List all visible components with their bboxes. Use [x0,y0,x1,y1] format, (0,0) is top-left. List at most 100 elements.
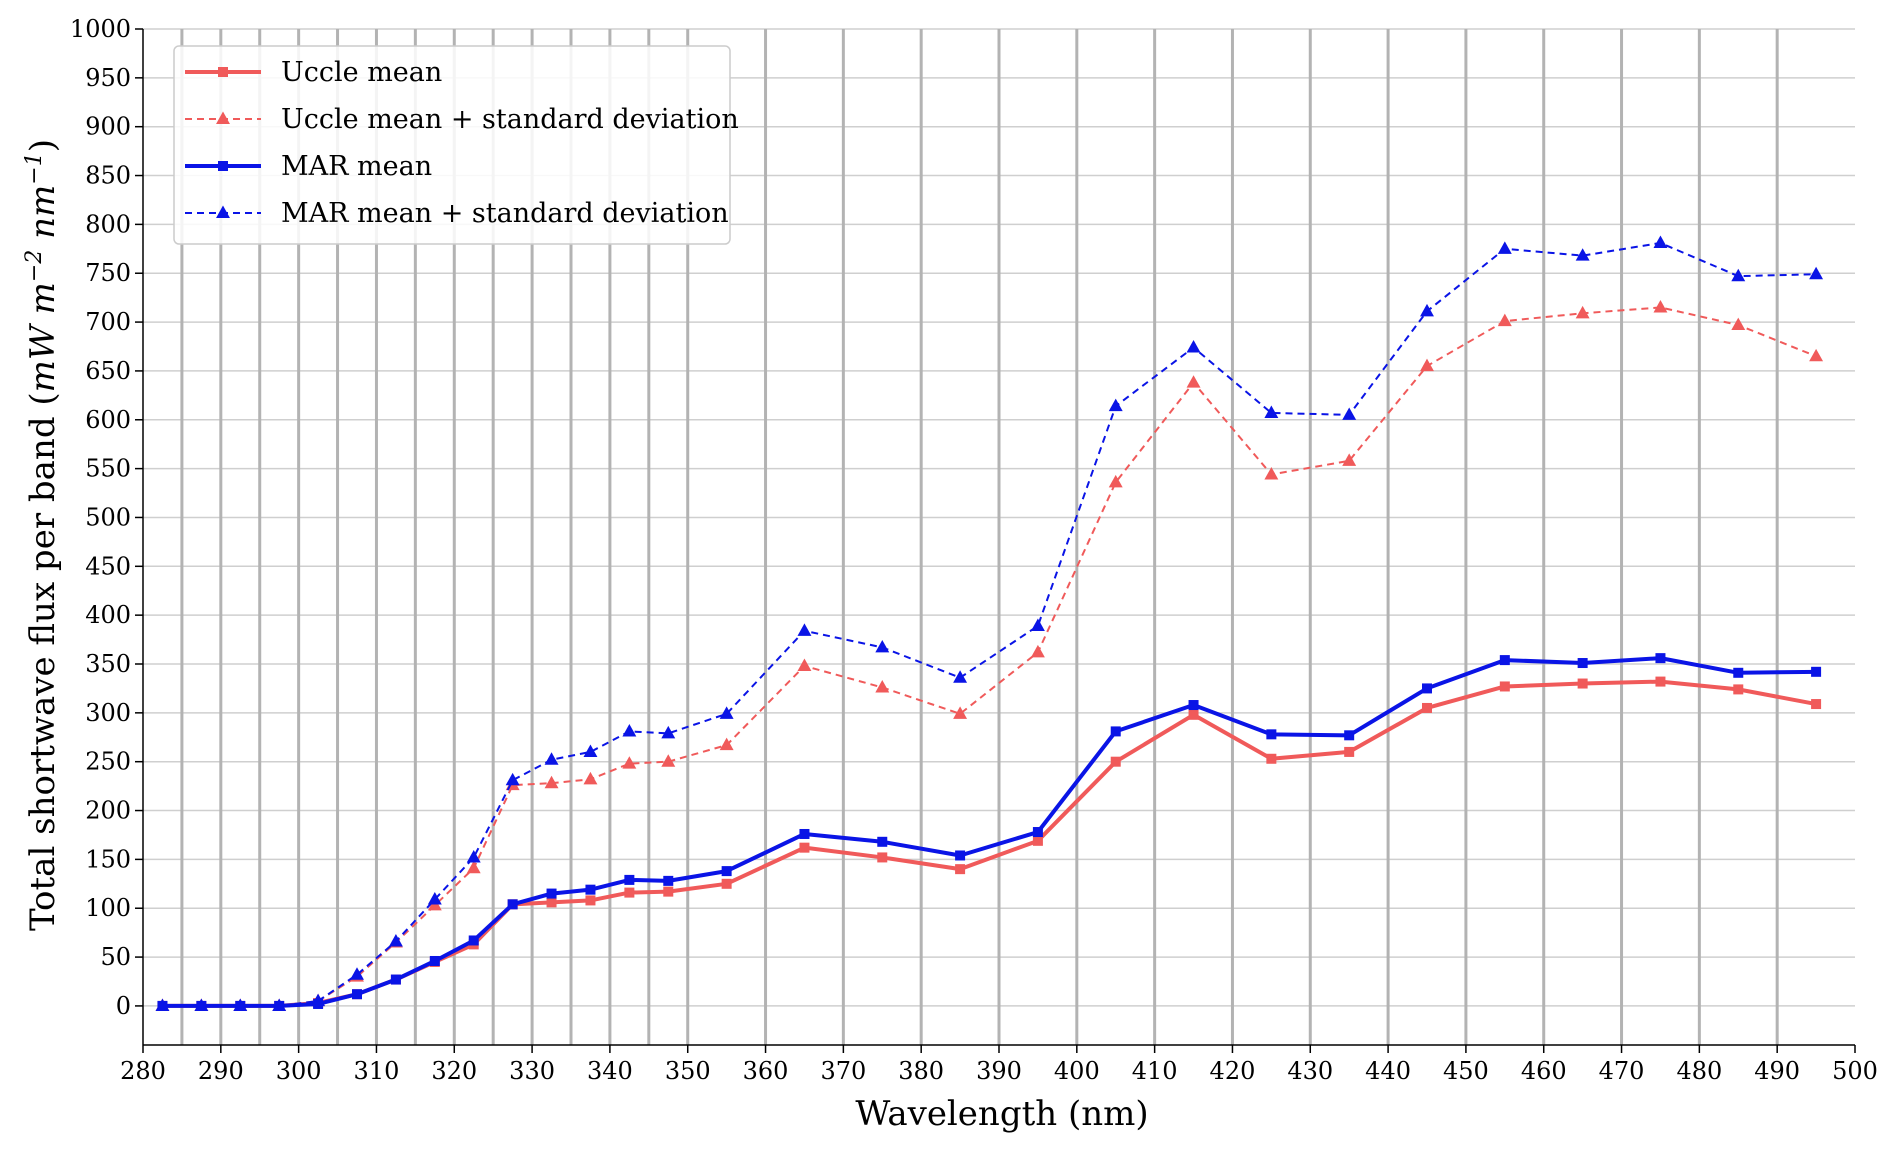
data-point [390,974,401,985]
y-tick-label: 600 [85,406,131,434]
data-point [1108,398,1123,412]
legend-swatch-marker [216,111,230,125]
data-point [799,828,810,839]
series-2 [155,299,1824,1011]
x-tick-label: 280 [120,1057,166,1085]
data-point [1655,676,1666,687]
y-tick-label: 1000 [70,15,131,43]
axes: 0 50 100 150 200 250 300 350 400 450 500 550 600 650 7… [70,15,1878,1085]
data-point [583,771,598,785]
data-point [624,874,635,885]
y-axis-label-unit-1: mW m [23,282,63,392]
series-line [162,306,1817,1007]
data-point [1733,684,1744,695]
data-point [1266,729,1277,740]
data-point [1420,358,1434,372]
legend-entry-4: MAR mean + standard deviation [185,198,729,229]
data-point [875,639,890,653]
data-point [388,934,403,947]
data-point [1186,375,1201,388]
data-point [194,998,209,1011]
y-axis-label-exp-1: −2 [22,250,47,282]
data-point [505,772,520,786]
data-point [661,754,676,767]
data-point [272,998,287,1011]
x-tick-label: 450 [1443,1057,1489,1085]
data-point [466,860,481,874]
y-tick-label: 550 [85,455,131,483]
y-tick-label: 800 [85,210,131,238]
data-point [1420,303,1434,317]
data-point [955,864,966,875]
x-tick-label: 320 [431,1057,477,1085]
legend-entry-3: MAR mean [185,151,432,182]
data-point [797,658,812,671]
data-point [875,680,890,693]
x-tick-label: 350 [665,1057,711,1085]
y-tick-label: 100 [85,894,131,922]
data-point [468,935,479,946]
data-point [1030,618,1045,631]
data-point [953,706,968,719]
x-tick-label: 390 [976,1057,1022,1085]
x-tick-label: 330 [509,1057,555,1085]
data-point [583,744,598,757]
legend-entry-2: Uccle mean + standard deviation [185,104,739,135]
data-point [622,756,637,769]
x-tick-label: 490 [1754,1057,1800,1085]
data-point [1811,666,1822,677]
data-point [352,989,362,1000]
data-point [544,775,559,789]
y-tick-label: 450 [85,552,131,580]
y-axis-label: Total shortwave flux per band (mW m−2 nm… [22,139,63,931]
data-point [155,998,170,1011]
data-point [1733,667,1744,678]
x-tick-label: 500 [1832,1057,1878,1085]
x-axis-label: Wavelength (nm) [855,1094,1148,1134]
data-point [1811,699,1822,710]
grid-lines [143,28,1855,1045]
y-axis-label-prefix: Total shortwave flux per band ( [23,392,63,931]
data-point [663,875,674,886]
y-tick-label: 0 [116,992,131,1020]
y-tick-label: 400 [85,601,131,629]
x-tick-label: 340 [587,1057,633,1085]
series-4 [155,235,1824,1011]
data-point [1186,340,1201,353]
y-tick-label: 700 [85,308,131,336]
series-1 [157,676,1822,1011]
y-axis-label-exp-2: −1 [22,152,47,184]
y-tick-label: 950 [85,64,131,92]
data-point [955,850,966,861]
data-point [661,725,676,739]
x-tick-label: 360 [743,1057,789,1085]
data-point [1422,702,1432,713]
legend: Uccle mean Uccle mean + standard deviatio… [173,45,739,245]
data-point [1108,474,1123,488]
y-axis-label-suffix: ) [23,139,63,152]
data-point [1032,827,1043,838]
data-point [721,866,732,877]
data-point [1342,407,1357,420]
y-tick-label: 500 [85,503,131,531]
data-point [1032,835,1043,846]
data-point [624,887,635,898]
data-point [1344,730,1355,741]
data-point [1188,709,1199,720]
x-tick-label: 440 [1365,1057,1411,1085]
x-tick-label: 420 [1210,1057,1256,1085]
data-point [1188,700,1199,711]
data-point [622,723,637,737]
data-point [1342,453,1357,466]
data-point [1731,268,1746,282]
y-tick-label: 650 [85,357,131,385]
legend-label: MAR mean [281,151,432,182]
data-point [1110,726,1121,737]
data-point [1499,655,1510,666]
legend-label: Uccle mean [281,57,442,88]
legend-label: Uccle mean + standard deviation [281,104,739,135]
x-tick-label: 480 [1676,1057,1722,1085]
data-point [1422,683,1432,694]
y-axis-label-unit-2: nm [23,185,63,250]
y-tick-label: 850 [85,162,131,190]
